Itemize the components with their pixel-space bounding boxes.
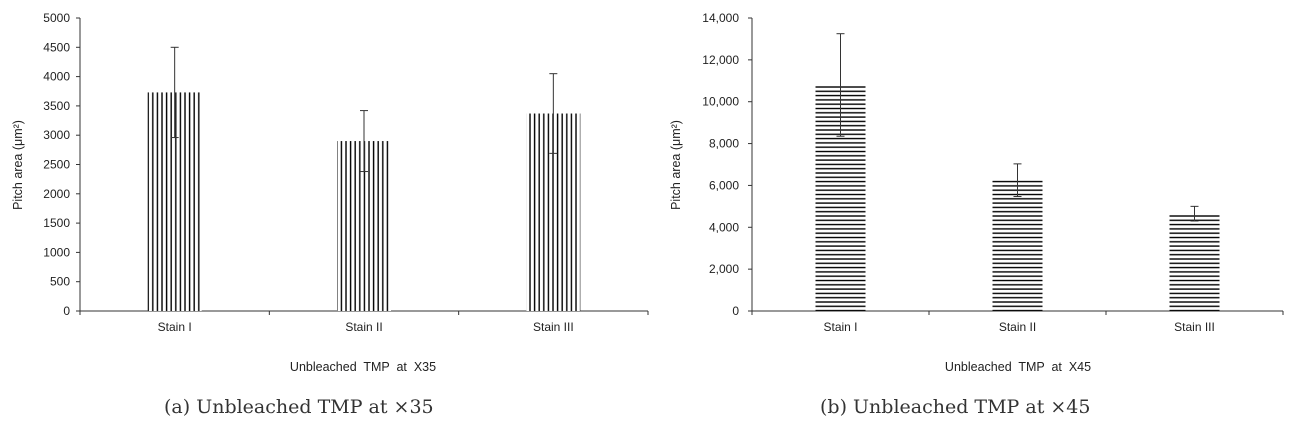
chart-b-caption: (b) Unbleached TMP at ×45 <box>820 396 1091 418</box>
chart-a-xlabel: Unbleached TMP at X35 <box>290 360 436 374</box>
y-tick-label: 4,000 <box>709 220 739 234</box>
y-tick-label: 1000 <box>43 245 70 259</box>
y-tick-label: 4000 <box>43 70 70 84</box>
x-tick-label: Stain III <box>533 320 574 334</box>
bar <box>1169 213 1220 311</box>
x-tick-label: Stain III <box>1174 320 1215 334</box>
chart-b-ylabel: Pitch area (μm²) <box>669 120 683 210</box>
y-tick-label: 8,000 <box>709 137 739 151</box>
y-tick-label: 0 <box>732 304 739 318</box>
y-tick-label: 0 <box>63 304 70 318</box>
y-tick-label: 2000 <box>43 187 70 201</box>
chart-a-caption: (a) Unbleached TMP at ×35 <box>164 396 434 418</box>
chart-b: Pitch area (μm²) Unbleached TMP at X45 0… <box>669 11 1284 374</box>
y-tick-label: 3000 <box>43 128 70 142</box>
y-tick-label: 4500 <box>43 40 70 54</box>
y-tick-label: 500 <box>50 275 70 289</box>
y-tick-label: 14,000 <box>702 11 739 25</box>
y-tick-label: 1500 <box>43 216 70 230</box>
y-tick-label: 2500 <box>43 158 70 172</box>
chart-b-xlabel: Unbleached TMP at X45 <box>945 360 1091 374</box>
x-tick-label: Stain I <box>823 320 857 334</box>
y-tick-label: 12,000 <box>702 53 739 67</box>
y-tick-label: 10,000 <box>702 95 739 109</box>
chart-a-ylabel: Pitch area (μm²) <box>11 120 25 210</box>
y-tick-label: 3500 <box>43 99 70 113</box>
y-tick-label: 6,000 <box>709 178 739 192</box>
y-tick-label: 2,000 <box>709 262 739 276</box>
x-tick-label: Stain I <box>158 320 192 334</box>
x-tick-label: Stain II <box>999 320 1036 334</box>
x-tick-label: Stain II <box>345 320 382 334</box>
bar <box>992 180 1043 311</box>
y-tick-label: 5000 <box>43 11 70 25</box>
chart-a: Pitch area (μm²) Unbleached TMP at X35 0… <box>11 11 649 374</box>
